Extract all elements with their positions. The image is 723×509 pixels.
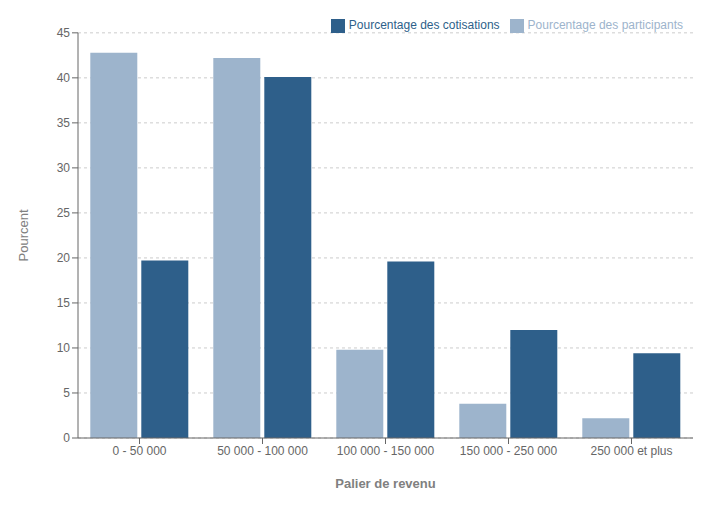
svg-text:Palier de revenu: Palier de revenu bbox=[335, 476, 435, 491]
svg-text:45: 45 bbox=[57, 26, 71, 40]
svg-text:0: 0 bbox=[63, 431, 70, 445]
svg-text:250 000 et plus: 250 000 et plus bbox=[590, 444, 672, 458]
svg-text:15: 15 bbox=[57, 296, 71, 310]
svg-text:30: 30 bbox=[57, 161, 71, 175]
svg-text:50 000 - 100 000: 50 000 - 100 000 bbox=[217, 444, 308, 458]
svg-text:35: 35 bbox=[57, 116, 71, 130]
svg-text:0 - 50 000: 0 - 50 000 bbox=[112, 444, 166, 458]
svg-text:150 000 - 250 000: 150 000 - 250 000 bbox=[460, 444, 558, 458]
svg-text:10: 10 bbox=[57, 341, 71, 355]
html-text:Pourcentage des cotisations: Pourcentage des cotisations bbox=[348, 18, 500, 32]
html-text:Pourcentage des participants: Pourcentage des participants bbox=[527, 18, 683, 32]
svg-text:5: 5 bbox=[63, 386, 70, 400]
svg-text:25: 25 bbox=[57, 206, 71, 220]
svg-text:Pourcent: Pourcent bbox=[16, 209, 31, 261]
svg-text:100 000 - 150 000: 100 000 - 150 000 bbox=[337, 444, 435, 458]
svg-text:40: 40 bbox=[57, 71, 71, 85]
svg-text:20: 20 bbox=[57, 251, 71, 265]
